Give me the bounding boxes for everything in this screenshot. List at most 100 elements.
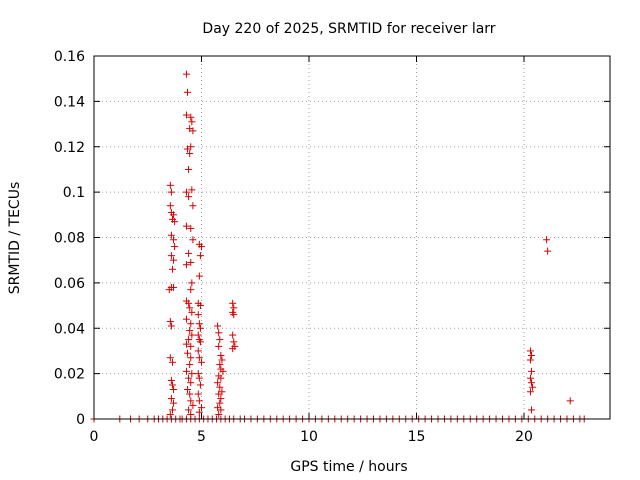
data-point [543,236,551,244]
axes: 0 5 10 15 20 0 0.02 0.04 0.06 0.08 0.1 0.12 0.14 0.16 [54,49,611,445]
y-tick-label: 0.12 [54,140,85,156]
data-point [528,367,536,375]
data-point [186,390,194,398]
data-point [182,222,190,230]
y-tick-label: 0.04 [54,321,85,337]
data-point [219,367,227,375]
data-point [529,383,537,391]
data-point [214,379,222,387]
data-points [90,70,588,423]
data-point [187,224,195,232]
data-point [186,361,194,369]
data-point [187,258,195,266]
data-point [187,286,195,294]
x-tick-label: 20 [515,429,533,445]
x-tick-label: 15 [408,429,426,445]
data-point [188,118,196,126]
data-point [184,386,192,394]
data-point [188,331,196,339]
y-axis-title: SRMTID / TECUs [7,182,23,295]
data-point [168,265,176,273]
data-point [167,252,175,260]
x-tick-label: 10 [300,429,318,445]
data-point [167,376,175,384]
data-point [185,406,193,414]
data-point [182,367,190,375]
data-point [187,113,195,121]
data-point [216,399,224,407]
data-point [185,299,193,307]
data-point [188,279,196,287]
y-tick-label: 0.06 [54,276,85,292]
data-point [195,354,203,362]
data-point [182,188,190,196]
data-point [170,236,178,244]
data-point [168,358,176,366]
data-point [528,351,536,359]
grid-lines [94,56,610,419]
data-point [195,408,203,416]
data-point [188,186,196,194]
data-point [168,381,176,389]
data-point [526,347,534,355]
data-point [185,336,193,344]
data-point [229,331,237,339]
y-tick-label: 0.08 [54,231,85,247]
data-point [528,379,536,387]
data-point [185,165,193,173]
data-point [182,111,190,119]
data-point [217,406,225,414]
y-tick-label: 0.02 [54,367,85,383]
data-point [184,349,192,357]
data-point [170,211,178,219]
data-point [188,308,196,316]
data-point [216,361,224,369]
data-point [196,381,204,389]
data-point [167,322,175,330]
data-point [167,188,175,196]
data-point [170,283,178,291]
data-point [526,388,534,396]
data-point [170,399,178,407]
y-tick-label: 0 [76,412,85,428]
data-point [215,390,223,398]
y-tick-label: 0.14 [54,94,85,110]
data-point [218,356,226,364]
data-point [196,302,204,310]
data-point [194,370,202,378]
y-tick-label: 0.16 [54,49,85,65]
x-tick-label: 5 [197,429,206,445]
data-point [166,410,174,418]
data-point [194,390,202,398]
data-point [182,315,190,323]
data-point [544,247,552,255]
data-point [194,331,202,339]
data-point [187,342,195,350]
data-point [196,324,204,332]
data-point [229,345,237,353]
data-point [526,374,534,382]
data-point [189,127,197,135]
data-point [187,320,195,328]
data-point [189,401,197,409]
data-point [195,397,203,405]
data-point [187,354,195,362]
data-point [168,406,176,414]
data-point [196,338,204,346]
data-point [166,317,174,325]
data-point [217,374,225,382]
data-point [187,397,195,405]
data-point [195,272,203,280]
data-point [185,374,193,382]
data-point [214,322,222,330]
data-point [215,329,223,337]
data-point [198,358,205,366]
data-point [230,304,238,312]
data-point [166,202,174,210]
data-point [195,374,203,382]
data-point [187,143,195,151]
data-point [187,410,195,418]
data-point [217,395,225,403]
data-point [216,336,224,344]
